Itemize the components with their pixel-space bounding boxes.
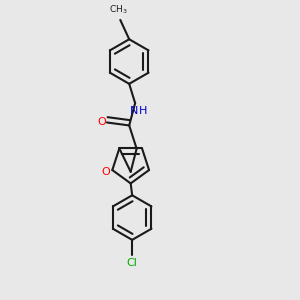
Text: CH$_3$: CH$_3$	[110, 4, 128, 16]
Text: Cl: Cl	[127, 258, 138, 268]
Text: O: O	[101, 167, 110, 176]
Text: O: O	[97, 118, 106, 128]
Text: N: N	[130, 106, 138, 116]
Text: H: H	[139, 106, 148, 116]
